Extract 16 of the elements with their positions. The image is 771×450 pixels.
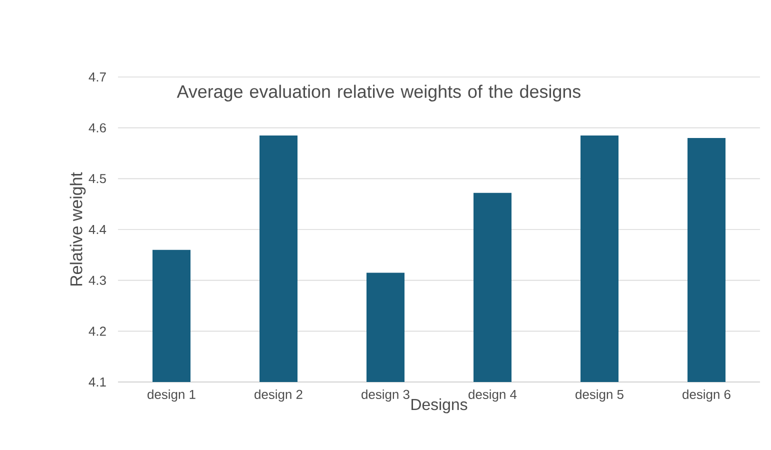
x-tick-label: design 3 [362, 390, 410, 402]
y-tick-label: 4.6 [88, 123, 106, 132]
y-tick-label: 4.2 [88, 326, 106, 336]
x-tick-label: design 6 [682, 390, 730, 402]
x-tick-label: design 5 [576, 390, 624, 402]
x-tick-label: design 1 [148, 390, 196, 402]
y-tick-label: 4.1 [88, 378, 106, 386]
y-tick-label: 4.4 [88, 225, 106, 234]
x-tick-label: design 2 [254, 390, 302, 402]
chart-title: Average evaluation relative weights of the designs [176, 84, 580, 102]
x-axis-title: Designs [412, 398, 468, 414]
x-tick-label: design 4 [468, 390, 517, 402]
y-axis-title: Relative weight [70, 172, 86, 286]
y-tick-label: 4.7 [88, 72, 106, 82]
y-tick-label: 4.3 [88, 276, 106, 285]
y-tick-label: 4.5 [88, 174, 106, 184]
